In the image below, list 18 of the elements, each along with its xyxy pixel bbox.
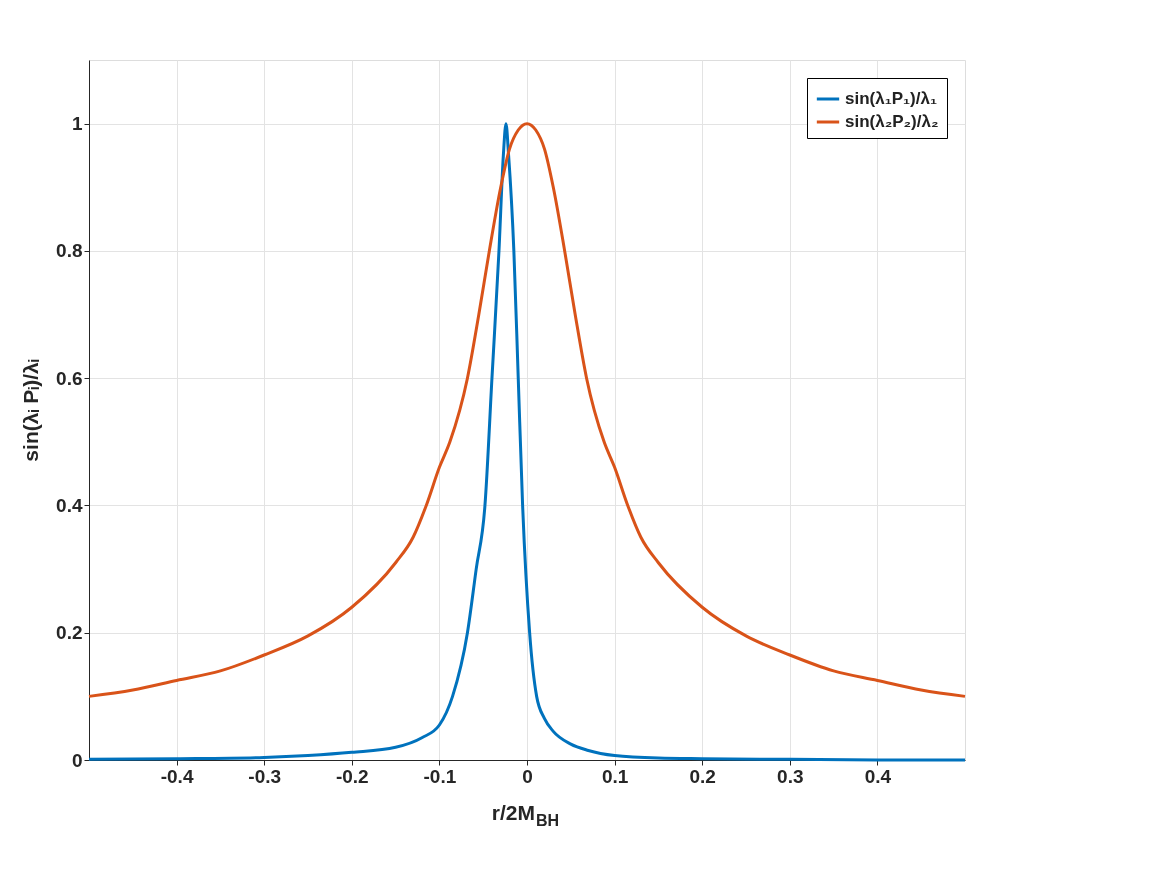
x-tick-label: -0.2 (335, 765, 369, 787)
x-tick-label: -0.3 (248, 765, 282, 787)
x-tick-label: 0.2 (689, 765, 716, 787)
y-tick-label: 1 (71, 113, 83, 135)
legend-label: sin(λ₁P₁)/λ₁ (845, 89, 937, 108)
y-axis-title: sin(λᵢ Pᵢ)/λᵢ (19, 359, 43, 462)
x-tick-label: 0 (522, 765, 533, 787)
x-tick-label: 0.3 (777, 765, 804, 787)
x-tick-label: 0.1 (601, 765, 629, 787)
y-tick-label: 0.2 (56, 622, 83, 644)
y-tick-label: 0.4 (56, 494, 83, 516)
y-tick-label: 0.8 (56, 240, 83, 262)
y-tick-label: 0 (71, 749, 83, 771)
x-tick-label: -0.4 (160, 765, 194, 787)
x-tick-label: -0.1 (423, 765, 457, 787)
legend-label: sin(λ₂P₂)/λ₂ (845, 112, 939, 131)
x-tick-label: 0.4 (864, 765, 892, 787)
y-tick-label: 0.6 (56, 367, 83, 389)
